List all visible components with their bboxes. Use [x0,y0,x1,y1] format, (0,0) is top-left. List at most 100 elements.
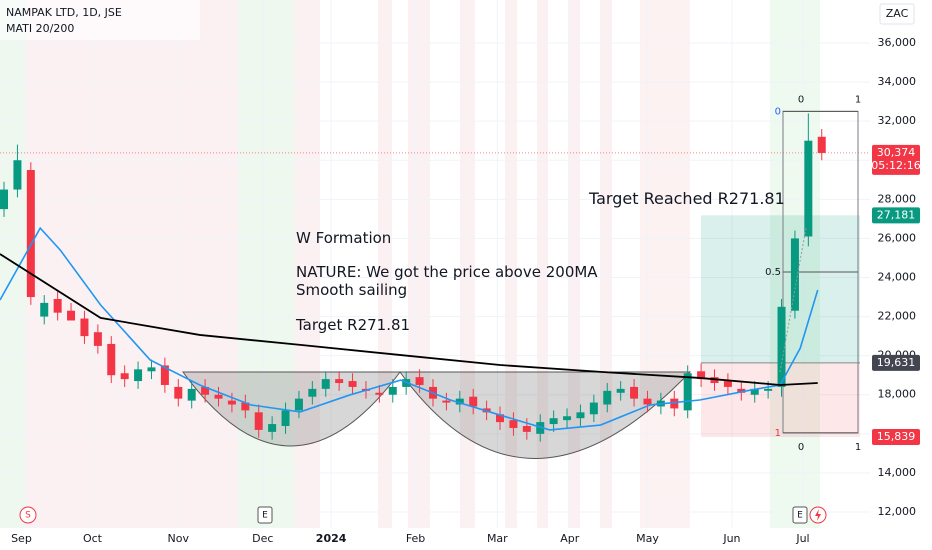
candle-body [589,402,598,415]
x-tick-label: Apr [560,532,580,545]
event-label[interactable]: S [25,511,31,521]
candles [0,113,826,442]
candle-body [630,386,639,399]
candle-body [455,398,464,405]
x-tick-label: May [636,532,659,545]
y-tick-label: 34,000 [878,75,917,88]
event-icon[interactable] [19,506,37,524]
candle-body [147,367,156,372]
annotation: Target Reached R271.81 [588,189,785,208]
candle-body [442,400,451,403]
x-tick-label: Feb [406,532,425,545]
candle-body [321,379,330,389]
candle-body [268,424,277,432]
annotation: NATURE: We got the price above 200MA [296,263,598,281]
candle-body [509,420,518,428]
price-label: 19,631 [877,356,916,369]
y-tick-label: 26,000 [878,231,917,244]
y-tick-label: 18,000 [878,388,917,401]
candle-body [643,398,652,405]
price-label-bg [872,207,920,224]
fib-label: 0.5 [765,267,781,278]
candle-body [415,377,424,385]
countdown: 05:12:16 [871,159,920,172]
candle-body [174,386,183,399]
candle-body [804,140,813,237]
session-bands [0,0,820,530]
candle-body [0,189,9,210]
price-label-bg [872,144,920,175]
candle-body [496,414,505,423]
fib-time-label: 1 [855,442,861,453]
candle-body [294,398,303,411]
candle-body [254,412,263,430]
candle-body [750,388,759,395]
event-label[interactable]: E [797,511,803,521]
candle-body [80,318,89,337]
candle-body [670,398,679,409]
candle-body [67,310,76,321]
candle-body [26,170,35,298]
x-tick-label: 2024 [316,532,347,545]
indicator: MATI 20/200 [6,22,74,35]
candle-body [40,302,49,317]
y-tick-label: 32,000 [878,114,917,127]
candle-body [214,394,223,399]
y-tick-label: 36,000 [878,36,917,49]
candle-body [335,379,344,384]
candle-body [13,160,22,190]
candle-body [53,298,62,313]
candle-body [737,388,746,393]
price-label-bg [872,428,920,445]
candle-body [281,410,290,427]
candle-body [187,388,196,401]
candle-body [817,136,826,153]
candle-body [576,412,585,419]
x-tick-label: Jul [795,532,809,545]
candle-body [536,422,545,434]
event-icon[interactable] [792,506,808,524]
fib-label: 1 [775,428,781,439]
candle-body [616,388,625,393]
y-tick-label: 24,000 [878,270,917,283]
moving-average [0,226,819,431]
candle-body [777,306,786,387]
header-bg [0,0,200,40]
event-icon[interactable] [257,506,273,524]
candle-body [522,426,531,432]
candle-body [723,381,732,387]
candle-body [120,373,129,380]
fib-label: 0 [775,106,781,117]
x-tick-label: Dec [252,532,273,545]
grid [0,0,870,528]
fib-time-label: 1 [855,94,861,105]
candle-body [134,369,143,382]
candle-body [790,238,799,311]
candle-body [375,392,384,395]
candle-body [348,381,357,387]
candle-body [697,371,706,380]
y-tick-label: 12,000 [878,505,917,518]
candle-body [388,386,397,395]
x-tick-label: Oct [83,532,103,545]
price-axis [870,0,932,550]
price-label: 30,374 [877,146,916,159]
event-label[interactable]: E [262,511,268,521]
candle-body [160,365,169,385]
price-label-bg [872,354,920,371]
axis-layer: 12,00014,00016,00018,00020,00022,00024,0… [11,36,921,545]
annotation: Smooth sailing [296,281,407,299]
x-tick-label: Jun [722,532,740,545]
currency: ZAC [886,7,909,20]
y-tick-label: 22,000 [878,310,917,323]
currency-box [879,3,915,25]
annotation: Target R271.81 [295,316,410,334]
x-tick-label: Nov [168,532,190,545]
candle-body [683,373,692,411]
x-tick-label: Mar [487,532,508,545]
candle-body [563,416,572,421]
candle-body [469,396,478,407]
moving-average [0,253,818,386]
candle-body [764,388,773,391]
